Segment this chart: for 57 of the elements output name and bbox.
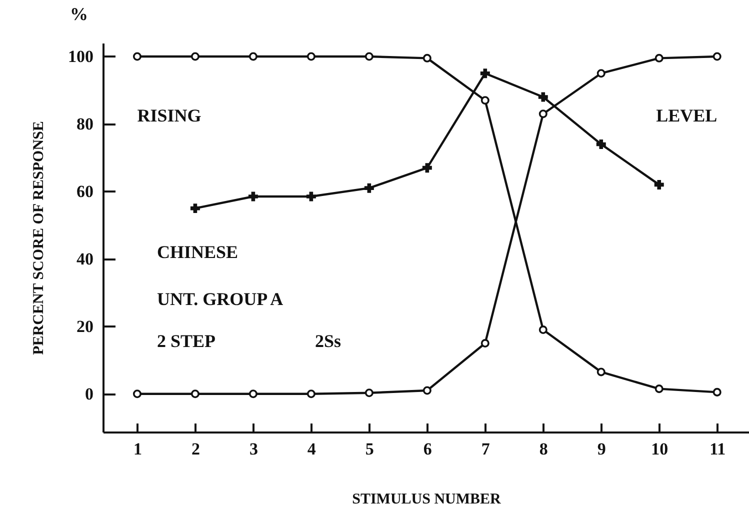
point <box>712 388 722 396</box>
x-tick-label: 5 <box>365 440 374 458</box>
point <box>248 52 258 61</box>
y-tick-label: 20 <box>76 316 94 336</box>
y-tick-label: 60 <box>76 182 94 201</box>
y-tick-label: 0 <box>85 384 94 404</box>
x-tick-label: 3 <box>249 440 258 458</box>
point <box>190 204 200 214</box>
text: LEVEL <box>656 105 718 126</box>
point <box>306 52 316 61</box>
point <box>364 52 374 61</box>
point <box>364 388 374 398</box>
point <box>190 390 200 398</box>
x-tick-label: 7 <box>481 440 490 458</box>
annotation: CHINESE <box>157 242 238 262</box>
x-tick-label: 4 <box>307 440 316 458</box>
point <box>364 183 374 193</box>
point <box>422 386 432 395</box>
point <box>422 163 432 173</box>
text: RISING <box>137 105 202 126</box>
point <box>132 390 142 398</box>
point <box>596 69 606 78</box>
point <box>190 52 200 61</box>
x-tick-label: 8 <box>539 440 548 458</box>
x-axis-title: STIMULUS NUMBER <box>352 492 502 508</box>
x-tick-label: 11 <box>710 440 726 458</box>
point <box>480 68 490 78</box>
x-tick-label: 2 <box>191 440 200 458</box>
point <box>248 192 258 202</box>
point <box>306 390 316 398</box>
point <box>654 384 664 394</box>
point <box>538 326 548 334</box>
x-tick-label: 10 <box>651 440 668 458</box>
y-axis-title: PERCENT SCORE OF RESPONSE <box>31 121 47 355</box>
y-tick-label: 40 <box>76 249 94 268</box>
annotation: UNT. GROUP A <box>157 289 284 309</box>
point <box>596 368 606 376</box>
annotation: 2Ss <box>315 331 342 351</box>
point <box>422 54 432 62</box>
point <box>306 192 316 202</box>
point <box>248 390 258 398</box>
point <box>480 339 490 348</box>
text: % <box>70 4 88 24</box>
y-tick-label: 100 <box>68 46 94 66</box>
y-tick-label: 80 <box>76 114 94 134</box>
point <box>538 110 548 118</box>
x-tick-label: 9 <box>597 440 606 458</box>
point <box>712 52 722 61</box>
point <box>480 96 490 105</box>
point <box>654 180 664 190</box>
point <box>538 92 548 102</box>
point <box>132 52 142 61</box>
point <box>596 139 606 149</box>
x-tick-label: 1 <box>133 440 142 458</box>
point <box>654 54 664 62</box>
x-tick-label: 6 <box>423 440 432 458</box>
annotation: 2 STEP <box>157 331 216 351</box>
